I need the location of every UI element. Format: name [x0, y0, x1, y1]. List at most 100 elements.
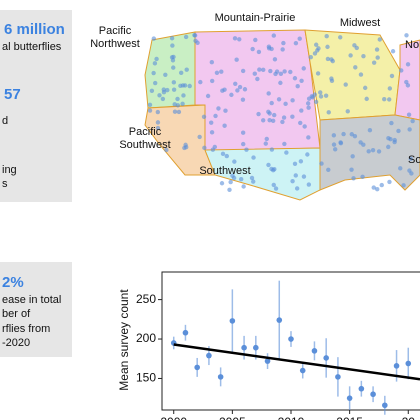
site-dot — [237, 37, 242, 42]
site-dot — [155, 109, 161, 115]
point — [346, 395, 353, 401]
stat: 57 — [4, 86, 21, 103]
site-dot — [329, 78, 335, 84]
site-dot — [240, 68, 246, 74]
site-dot — [366, 149, 371, 154]
text: rflies from — [2, 323, 50, 335]
site-dot — [241, 184, 246, 189]
site-dot — [375, 186, 380, 192]
site-dot — [252, 71, 257, 76]
site-dot — [181, 93, 186, 98]
site-dot — [392, 139, 397, 145]
site-dot — [261, 67, 266, 73]
site-dot — [239, 176, 244, 182]
site-dot — [171, 65, 176, 70]
site-dot — [407, 127, 412, 132]
site-dot — [147, 108, 153, 113]
point — [253, 344, 259, 351]
site-dot — [220, 151, 226, 157]
site-dot — [251, 179, 256, 184]
site-dot — [155, 125, 161, 131]
text: ing — [2, 164, 17, 176]
site-dot — [331, 142, 337, 147]
site-dot — [306, 182, 312, 187]
site-dot — [341, 131, 346, 137]
site-dot — [234, 57, 239, 62]
site-dot — [209, 120, 214, 125]
site-dot — [367, 128, 373, 133]
site-dot — [209, 78, 215, 84]
site-dot — [302, 124, 307, 129]
point — [370, 391, 376, 398]
site-dot — [273, 186, 279, 191]
site-dot — [387, 97, 392, 102]
y-axis-label: Mean survey count — [117, 289, 131, 391]
site-dot — [299, 78, 304, 83]
point — [276, 317, 283, 323]
site-dot — [169, 36, 175, 41]
site-dot — [201, 114, 207, 119]
site-dot — [358, 72, 364, 77]
site-dot — [353, 65, 358, 70]
site-dot — [345, 109, 350, 114]
site-dot — [350, 154, 355, 159]
site-dot — [405, 62, 411, 67]
site-dot — [313, 42, 319, 47]
site-dot — [250, 46, 255, 52]
site-dot — [213, 113, 218, 119]
site-dot — [389, 73, 395, 79]
site-dot — [404, 33, 409, 38]
site-dot — [232, 159, 237, 164]
site-dot — [161, 87, 166, 92]
site-dot — [241, 141, 246, 147]
site-dot — [163, 72, 168, 78]
site-dot — [308, 55, 314, 60]
site-dot — [209, 130, 215, 135]
site-dot — [301, 66, 306, 71]
site-dot — [251, 155, 256, 160]
site-dot — [165, 87, 170, 93]
headline: 6 million — [4, 21, 65, 38]
site-dot — [149, 88, 155, 93]
site-dot — [324, 33, 329, 39]
site-dot — [229, 92, 234, 98]
site-dot — [202, 145, 207, 151]
stat-panel — [0, 262, 72, 357]
site-dot — [364, 96, 369, 102]
site-dot — [305, 101, 311, 106]
site-dot — [152, 61, 158, 66]
site-dot — [374, 47, 380, 52]
site-dot — [205, 93, 211, 99]
site-dot — [256, 111, 261, 117]
site-dot — [212, 144, 218, 150]
region-label: Southwest — [199, 165, 250, 177]
point — [241, 344, 247, 351]
site-dot — [331, 133, 337, 138]
site-dot — [184, 67, 189, 72]
site-dot — [306, 135, 311, 140]
map — [144, 29, 420, 201]
region-label: Midwest — [340, 17, 380, 29]
text: ease in total — [2, 294, 61, 306]
site-dot — [375, 55, 380, 60]
site-dot — [382, 96, 387, 102]
site-dot — [280, 47, 285, 52]
site-dot — [154, 56, 159, 62]
site-dot — [404, 79, 409, 85]
site-dot — [409, 171, 414, 176]
site-dot — [164, 147, 169, 153]
site-dot — [253, 37, 258, 43]
site-dot — [284, 150, 289, 155]
site-dot — [318, 90, 323, 95]
site-dot — [319, 161, 324, 166]
site-dot — [371, 185, 376, 190]
site-dot — [231, 175, 237, 181]
point — [299, 367, 306, 374]
site-dot — [152, 80, 158, 86]
site-dot — [151, 36, 157, 41]
site-dot — [222, 87, 227, 92]
site-dot — [306, 105, 311, 110]
site-dot — [182, 83, 188, 88]
site-dot — [155, 120, 161, 125]
